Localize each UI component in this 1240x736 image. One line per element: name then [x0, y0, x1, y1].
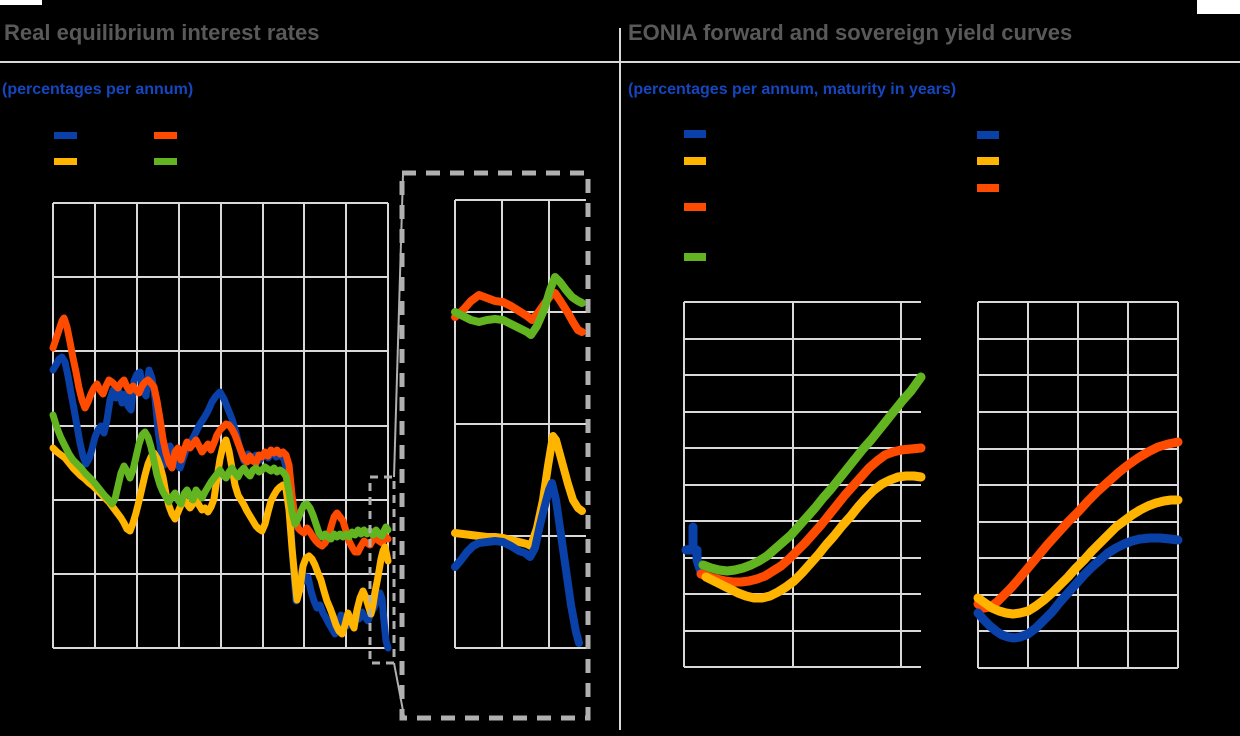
sovereign-blue	[973, 533, 1183, 643]
green-series	[49, 411, 392, 543]
legend-swatch-green	[154, 158, 177, 165]
real-rates-main	[49, 170, 591, 721]
right-panel-title: EONIA forward and sovereign yield curves	[628, 20, 1073, 45]
legend-swatch-blue	[54, 132, 77, 139]
sovereign-legend-swatch-orange	[977, 184, 999, 192]
sovereign-orange	[973, 437, 1183, 613]
real-rates-main-annotation-rect	[368, 475, 396, 665]
legend-swatch-yellow	[54, 158, 77, 165]
green-series-zoom	[451, 273, 586, 339]
blue-series-zoom	[451, 479, 583, 647]
eonia-forward-yellow	[701, 471, 926, 603]
page-edge-fragment-top-right	[1197, 0, 1240, 14]
eonia-forward-green	[698, 372, 926, 576]
orange-series-zoom	[451, 289, 586, 336]
right-panel-subtitle: (percentages per annum, maturity in year…	[628, 81, 957, 98]
eonia-legend-swatch-orange	[684, 203, 706, 211]
legend-swatch-orange	[154, 132, 177, 139]
left-panel-title: Real equilibrium interest rates	[4, 20, 320, 45]
sovereign-legend-swatch-yellow	[977, 157, 999, 165]
left-panel-subtitle: (percentages per annum)	[2, 81, 194, 98]
eonia-legend-swatch-green	[684, 253, 706, 261]
panel-divider	[619, 28, 621, 730]
eonia-forward-curves	[681, 301, 926, 668]
sovereign-yield-curves	[973, 301, 1183, 669]
real-rates-main-annotation-line	[393, 662, 405, 717]
real-rates-main-annotation-line	[393, 174, 404, 478]
page-edge-fragment-top-left	[0, 0, 42, 5]
real-rates-main-annotation-rect	[399, 170, 591, 721]
orange-series	[49, 314, 392, 556]
yellow-series-zoom	[451, 432, 586, 550]
eonia-legend-swatch-blue	[684, 130, 706, 138]
eonia-forward-orange	[696, 443, 926, 587]
eonia-legend-swatch-yellow	[684, 157, 706, 165]
sovereign-yellow	[973, 495, 1183, 619]
blue-series	[49, 353, 392, 652]
sovereign-legend-swatch-blue	[977, 131, 999, 139]
eonia-realized-blue	[681, 522, 706, 577]
real-rates-zoom-inset	[451, 199, 586, 649]
